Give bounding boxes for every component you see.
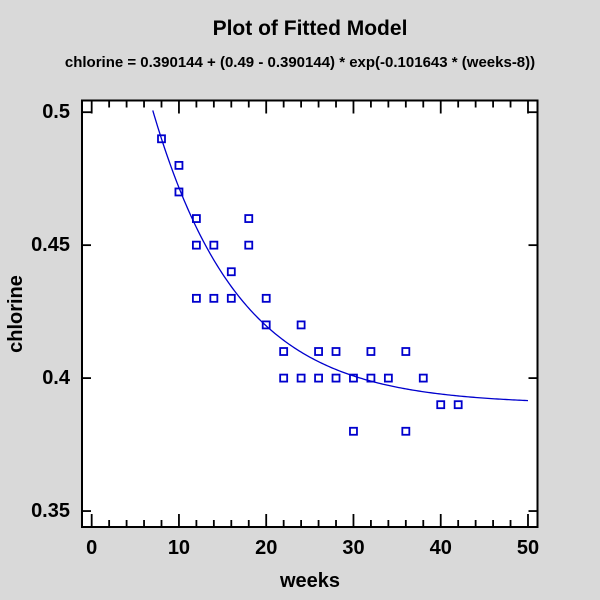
y-tick-label: 0.35 [31, 500, 70, 522]
scatter-point [314, 347, 323, 356]
fitted-curve [152, 110, 529, 402]
plot-area [82, 100, 538, 527]
chart-plot-group: 0 10 20 30 40 50 0.5 0.45 0.4 0.35 [31, 99, 539, 559]
x-axis-label: weeks [279, 570, 340, 592]
x-tick-label: 30 [342, 537, 364, 559]
y-tick-label: 0.4 [42, 367, 71, 389]
scatter-point [261, 293, 271, 303]
x-tick-label: 20 [255, 537, 277, 559]
scatter-point [331, 347, 341, 356]
model-equation: chlorine = 0.390144 + (0.49 - 0.390144) … [64, 54, 536, 71]
scatter-point [418, 373, 428, 383]
plot-frame [81, 99, 539, 528]
y-tick-label: 0.5 [42, 101, 70, 123]
scatter-point [279, 347, 289, 356]
x-tick-label: 10 [168, 537, 190, 559]
scatter-point [174, 160, 184, 170]
scatter-point [401, 426, 411, 436]
scatter-point [191, 240, 201, 250]
scatter-point [349, 426, 358, 436]
scatter-point [366, 347, 376, 356]
scatter-point [366, 373, 376, 383]
scatter-point [209, 240, 219, 250]
scatter-point [279, 373, 289, 383]
scatter-point [261, 320, 271, 330]
scatter-point [191, 293, 201, 303]
y-tick-label: 0.45 [31, 234, 70, 256]
x-tick-label: 40 [430, 537, 452, 559]
x-tick-label: 0 [86, 537, 97, 559]
scatter-point [174, 187, 184, 197]
chart-title: Plot of Fitted Model [212, 17, 408, 40]
scatter-point [244, 214, 254, 223]
scatter-point [349, 373, 358, 383]
scatter-point [314, 373, 323, 383]
scatter-point [383, 373, 393, 383]
x-tick-label: 50 [517, 537, 539, 559]
scatter-point [209, 293, 219, 303]
scatter-point [226, 293, 236, 303]
scatter-point [453, 400, 463, 410]
scatter-point [226, 267, 236, 277]
y-axis-label: chlorine [5, 275, 27, 353]
scatter-point [331, 373, 341, 383]
scatter-point [191, 214, 201, 223]
scatter-point [296, 320, 306, 330]
scatter-point [244, 240, 254, 250]
scatter-point [401, 347, 411, 356]
scatter-point [436, 400, 446, 410]
scatter-point [157, 134, 166, 144]
scatter-point [296, 373, 306, 383]
